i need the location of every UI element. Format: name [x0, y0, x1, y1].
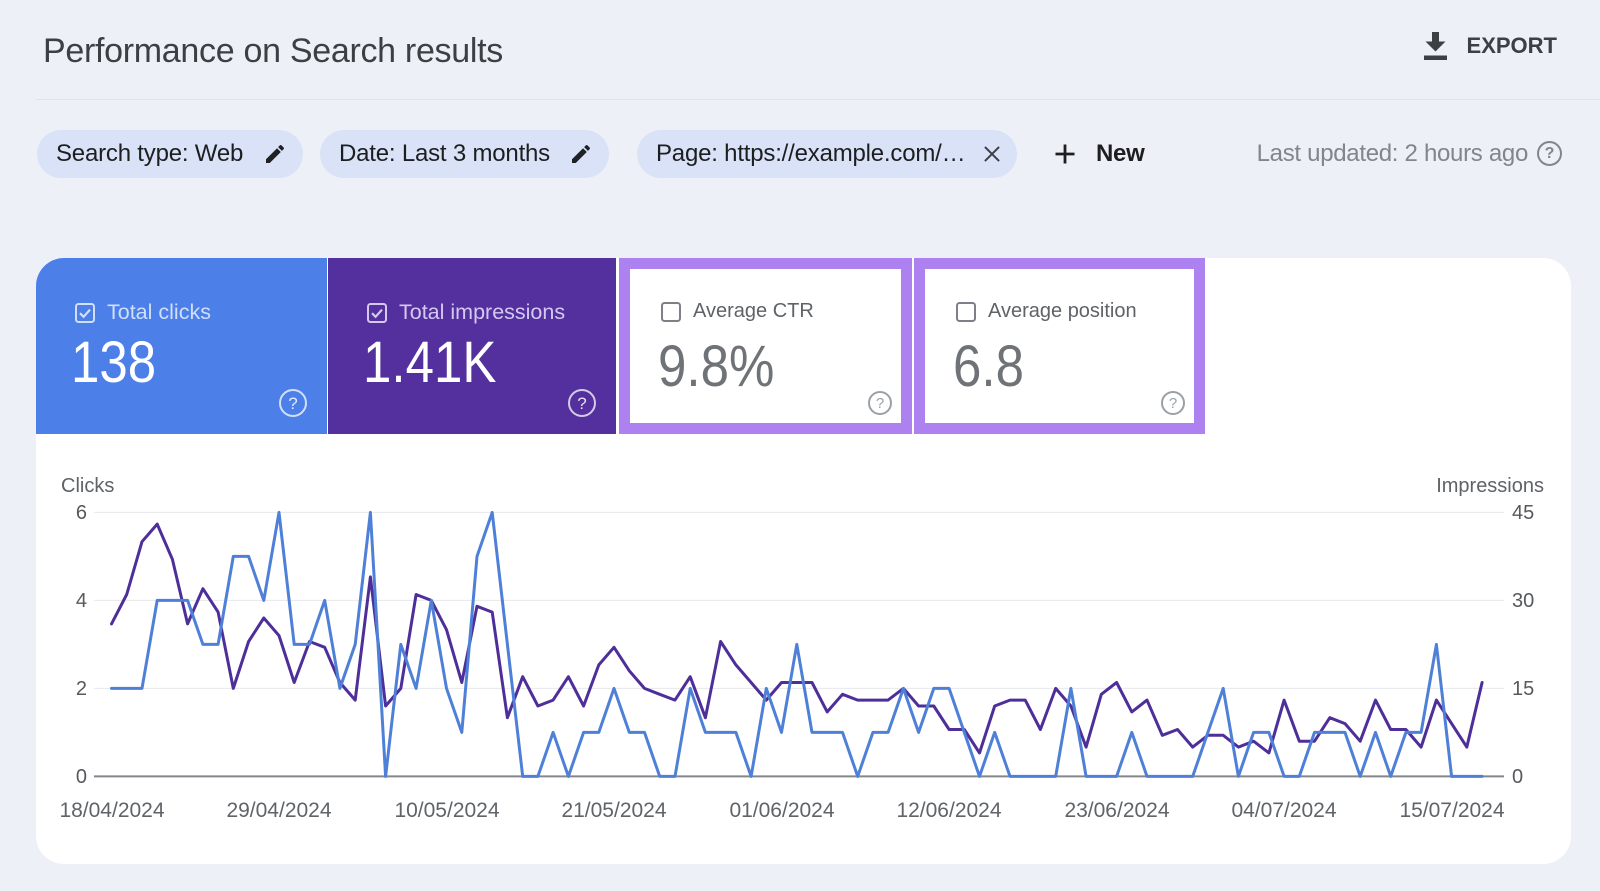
svg-text:23/06/2024: 23/06/2024 — [1064, 799, 1169, 822]
svg-text:15: 15 — [1512, 678, 1534, 700]
svg-text:Clicks: Clicks — [61, 475, 114, 497]
svg-text:Impressions: Impressions — [1436, 475, 1544, 497]
svg-text:10/05/2024: 10/05/2024 — [394, 799, 499, 822]
svg-text:04/07/2024: 04/07/2024 — [1231, 799, 1336, 822]
svg-text:0: 0 — [76, 766, 87, 788]
svg-text:4: 4 — [76, 590, 87, 612]
svg-text:30: 30 — [1512, 590, 1534, 612]
svg-text:15/07/2024: 15/07/2024 — [1399, 799, 1504, 822]
svg-text:01/06/2024: 01/06/2024 — [729, 799, 834, 822]
svg-text:45: 45 — [1512, 502, 1534, 524]
svg-text:21/05/2024: 21/05/2024 — [561, 799, 666, 822]
svg-text:29/04/2024: 29/04/2024 — [226, 799, 331, 822]
svg-text:2: 2 — [76, 678, 87, 700]
svg-text:18/04/2024: 18/04/2024 — [59, 799, 164, 822]
svg-text:12/06/2024: 12/06/2024 — [896, 799, 1001, 822]
svg-text:0: 0 — [1512, 766, 1523, 788]
svg-text:6: 6 — [76, 502, 87, 524]
